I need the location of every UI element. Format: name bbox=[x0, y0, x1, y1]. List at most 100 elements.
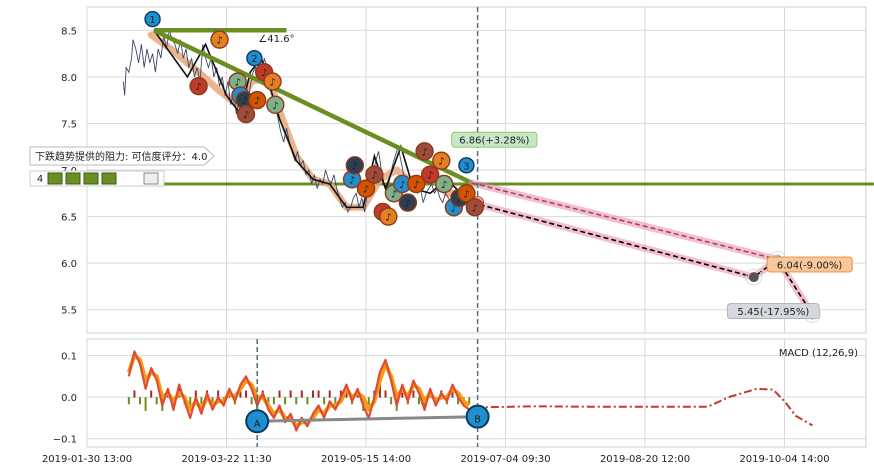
macd-histogram-bar bbox=[317, 390, 320, 398]
music-note-icon: ♪ bbox=[413, 180, 419, 191]
macd-histogram-bar bbox=[272, 397, 275, 405]
music-note-icon: ♪ bbox=[405, 199, 411, 210]
target-mid-label: 6.04(-9.00%) bbox=[777, 261, 843, 272]
music-note-icon: ♪ bbox=[427, 171, 433, 182]
music-note-marker bbox=[365, 165, 384, 184]
macd-histogram-bar bbox=[306, 397, 309, 405]
divergence-marker-label: B bbox=[474, 415, 481, 426]
macd-histogram-bar bbox=[172, 397, 175, 411]
price-ytick-label: 6.5 bbox=[61, 213, 77, 224]
macd-histogram-bar bbox=[250, 397, 253, 405]
macd-line bbox=[127, 350, 470, 432]
macd-histogram-bar bbox=[150, 390, 153, 398]
xtick-label: 2019-03-22 11:30 bbox=[181, 454, 271, 465]
music-note-icon: ♪ bbox=[195, 82, 201, 93]
forecast-point bbox=[748, 272, 759, 283]
star-rating-icon bbox=[83, 172, 99, 185]
macd-histogram-bar bbox=[418, 397, 421, 405]
price-ytick-label: 7.5 bbox=[61, 119, 77, 130]
music-note-icon: ♪ bbox=[352, 161, 358, 172]
price-ytick-label: 6.0 bbox=[61, 259, 77, 270]
macd-histogram-bar bbox=[367, 397, 370, 411]
divergence-marker bbox=[465, 404, 490, 429]
music-note-marker bbox=[210, 30, 229, 49]
macd-histogram-bar bbox=[178, 383, 181, 398]
macd-histogram-bar bbox=[339, 390, 342, 398]
music-note-marker bbox=[247, 90, 267, 110]
macd-histogram-bar bbox=[401, 390, 404, 398]
macd-histogram-bar bbox=[289, 390, 292, 398]
music-note-icon: ♪ bbox=[438, 157, 444, 168]
music-note-icon: ♪ bbox=[241, 96, 247, 107]
music-note-icon: ♪ bbox=[216, 36, 222, 47]
music-note-marker bbox=[457, 184, 476, 203]
divergence-marker-label: A bbox=[254, 419, 261, 430]
macd-histogram-bar bbox=[239, 390, 242, 398]
music-note-marker bbox=[432, 151, 451, 170]
macd-ytick-label: 0.1 bbox=[61, 352, 77, 363]
music-note-icon: ♪ bbox=[363, 185, 369, 196]
forecast-point-ring bbox=[745, 268, 763, 286]
macd-histogram-bar bbox=[284, 397, 287, 405]
macd-histogram-bar bbox=[211, 397, 214, 405]
music-note-marker bbox=[356, 179, 376, 198]
divergence-line bbox=[257, 415, 478, 423]
music-note-marker bbox=[263, 72, 282, 91]
macd-histogram-bar bbox=[217, 390, 220, 398]
music-note-marker bbox=[420, 165, 440, 184]
macd-histogram-bar bbox=[412, 390, 415, 398]
target-mid-label-box bbox=[766, 256, 853, 273]
macd-frame bbox=[86, 338, 867, 448]
macd-histogram-bar bbox=[323, 397, 326, 405]
music-note-icon: ♪ bbox=[234, 78, 240, 89]
wave-number-marker bbox=[246, 50, 263, 67]
macd-histogram-bar bbox=[155, 397, 158, 405]
macd-histogram-bar bbox=[144, 397, 147, 411]
macd-histogram-bar bbox=[423, 397, 426, 411]
music-note-icon: ♪ bbox=[391, 189, 397, 200]
music-note-icon: ♪ bbox=[399, 180, 405, 191]
price-ytick-label: 8.5 bbox=[61, 26, 77, 37]
macd-histogram-bar bbox=[139, 397, 142, 405]
music-note-icon: ♪ bbox=[421, 147, 427, 158]
music-note-icon: ♪ bbox=[441, 180, 447, 191]
forecast-pink-dashed bbox=[471, 182, 778, 261]
music-note-icon: ♪ bbox=[272, 101, 278, 112]
music-note-marker bbox=[434, 174, 454, 194]
macd-histogram-bar bbox=[457, 397, 460, 405]
wave-number-label: 1 bbox=[149, 15, 155, 26]
wave-number-label: 3 bbox=[463, 161, 469, 172]
wave-number-label: 2 bbox=[251, 54, 257, 65]
macd-histogram-bar bbox=[345, 390, 348, 398]
macd-histogram-bar bbox=[295, 397, 298, 405]
macd-histogram-bar bbox=[311, 390, 314, 398]
macd-histogram-bar bbox=[334, 397, 337, 405]
music-note-marker bbox=[379, 207, 398, 226]
price-ytick-label: 5.5 bbox=[61, 306, 77, 317]
wave-number-marker bbox=[144, 10, 161, 28]
macd-ytick-label: −0.1 bbox=[53, 435, 77, 446]
music-note-icon: ♪ bbox=[451, 203, 457, 214]
macd-histogram-bar bbox=[468, 397, 471, 405]
music-note-marker bbox=[465, 198, 485, 217]
macd-histogram-bar bbox=[194, 390, 197, 398]
target-down-label: 5.45(-17.95%) bbox=[737, 307, 809, 318]
macd-histogram-bar bbox=[390, 397, 393, 405]
music-note-marker bbox=[345, 156, 365, 175]
tooltip-text: 下跌趋势提供的阻力: 可信度评分：4.0 bbox=[35, 150, 207, 163]
music-note-marker bbox=[407, 174, 426, 194]
forecast-black-dashed bbox=[471, 201, 814, 315]
x-axis: 2019-01-30 13:00 2019-03-22 11:30 2019-05-… bbox=[42, 454, 830, 465]
xtick-label: 2019-05-15 14:00 bbox=[321, 454, 411, 465]
tooltip-stars-row: 4 bbox=[29, 170, 165, 187]
music-note-marker bbox=[415, 142, 434, 161]
star-rating-icon bbox=[47, 172, 63, 185]
macd-histogram-bar bbox=[133, 390, 136, 398]
target-up-label-box bbox=[451, 131, 538, 148]
music-note-icon: ♪ bbox=[243, 110, 249, 121]
target-up-label: 6.86(+3.28%) bbox=[459, 136, 529, 147]
zigzag-line bbox=[153, 29, 473, 209]
xtick-label: 2019-10-04 14:00 bbox=[739, 454, 829, 465]
